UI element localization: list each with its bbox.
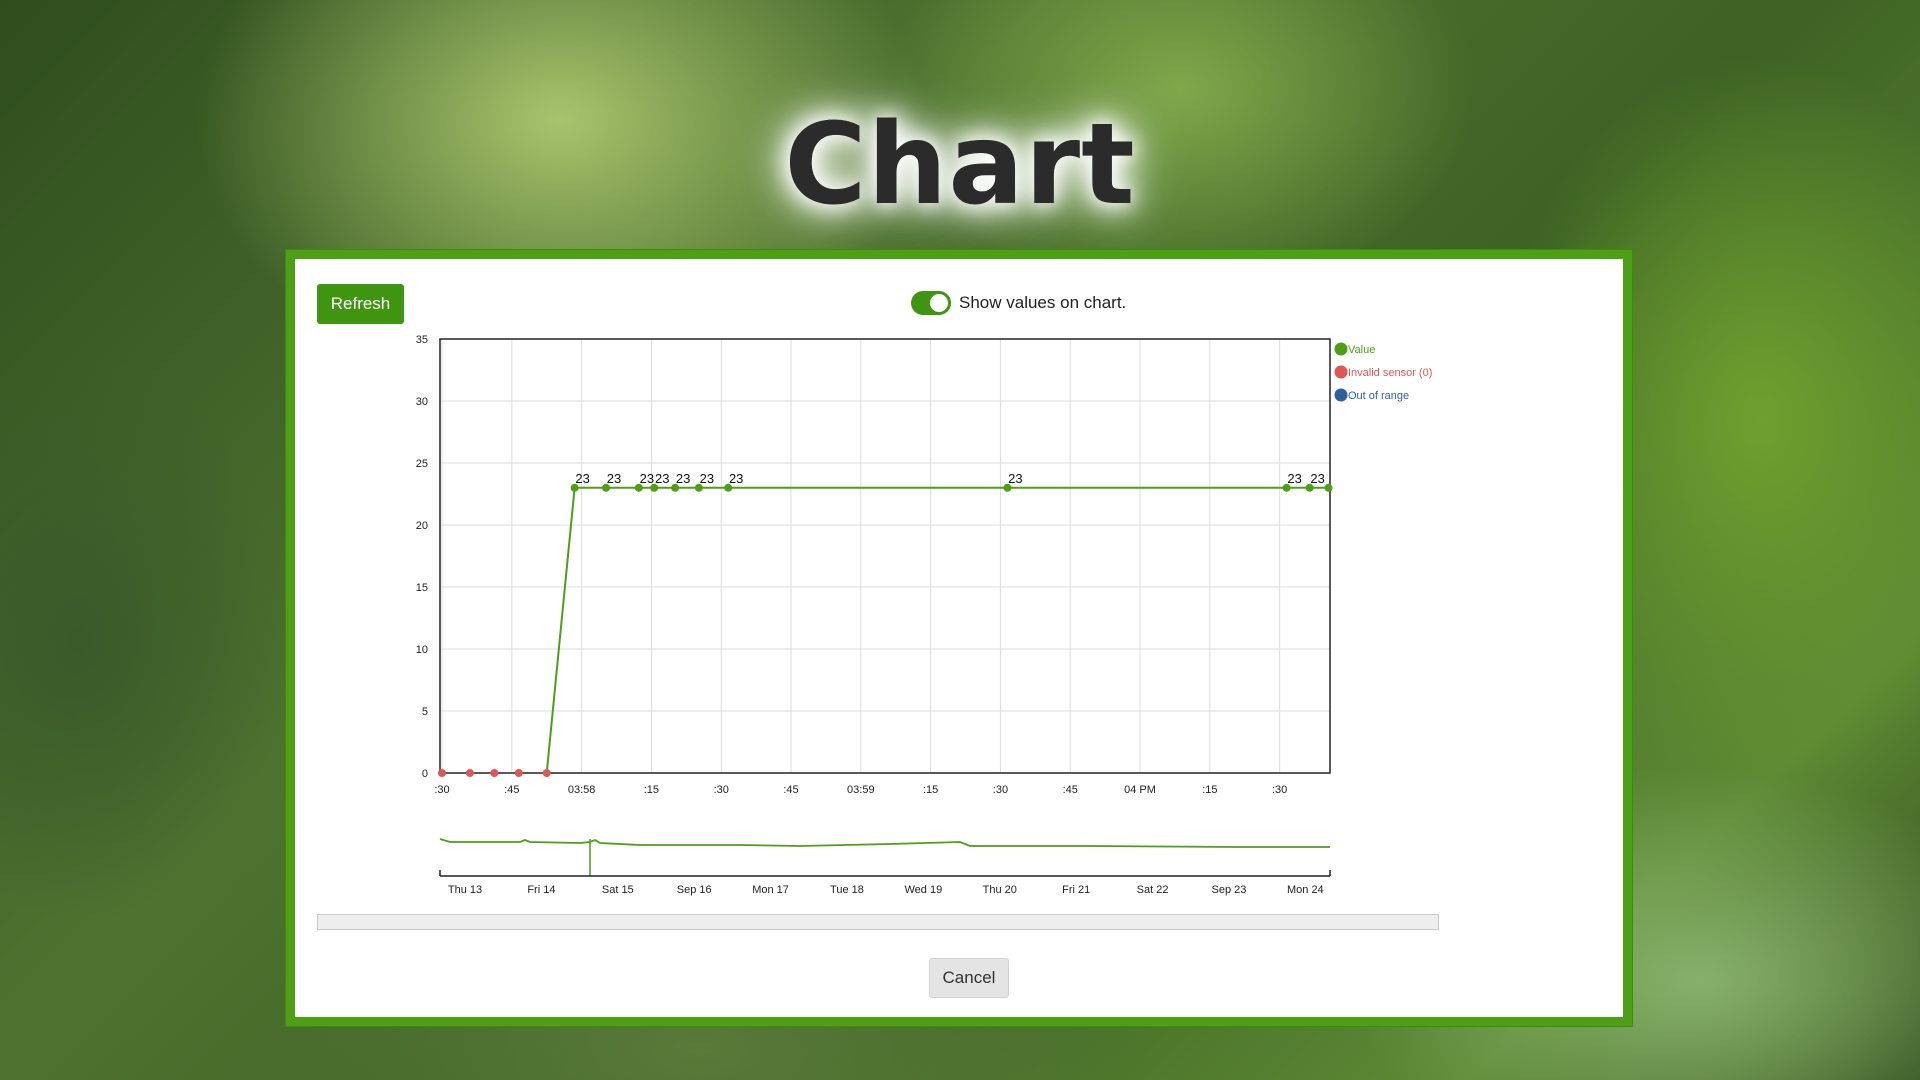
- show-values-toggle-wrap[interactable]: Show values on chart.: [911, 289, 1126, 317]
- legend-label: Invalid sensor (0): [1348, 367, 1432, 379]
- navigator-series-line: [439, 838, 1330, 848]
- invalid-sensor-point: [542, 769, 551, 777]
- value-point: [1305, 483, 1314, 492]
- navigator-tick-label: Thu 13: [448, 884, 482, 896]
- value-point: [1003, 483, 1012, 492]
- value-point: [1324, 483, 1333, 492]
- y-tick-label: 25: [416, 458, 428, 470]
- x-tick-label: 04 PM: [1124, 784, 1156, 796]
- invalid-sensor-point: [490, 769, 499, 777]
- navigator-tick-label: Sat 15: [602, 884, 634, 896]
- invalid-sensor-point: [465, 769, 474, 777]
- value-data-label: 23: [729, 471, 743, 486]
- navigator-tick-label: Sep 16: [677, 884, 712, 896]
- x-tick-label: :45: [783, 784, 798, 796]
- x-tick-label: :15: [1202, 784, 1217, 796]
- cancel-button[interactable]: Cancel: [929, 958, 1009, 998]
- legend-marker: [1334, 365, 1348, 379]
- value-data-label: 23: [1287, 471, 1301, 486]
- value-point: [634, 483, 643, 492]
- y-tick-label: 20: [416, 520, 428, 532]
- legend-label: Out of range: [1348, 390, 1409, 402]
- value-point: [1282, 483, 1291, 492]
- show-values-label: Show values on chart.: [959, 293, 1127, 312]
- value-data-label: 23: [1008, 471, 1022, 486]
- value-data-label: 23: [676, 471, 690, 486]
- chart-dialog: Refresh Show values on chart. 0 5 10 15 20 25…: [286, 250, 1632, 1026]
- x-tick-label: :45: [1063, 784, 1078, 796]
- refresh-button[interactable]: Refresh: [317, 284, 404, 324]
- x-tick-label: :15: [923, 784, 938, 796]
- legend-label: Value: [1348, 344, 1375, 356]
- x-tick-label: :30: [1272, 784, 1287, 796]
- value-point: [671, 483, 680, 492]
- value-data-label: 23: [700, 471, 714, 486]
- y-tick-label: 5: [422, 706, 428, 718]
- y-tick-label: 30: [416, 396, 428, 408]
- value-data-label: 23: [575, 471, 589, 486]
- legend-marker: [1334, 388, 1348, 402]
- navigator-tick-label: Thu 20: [983, 884, 1017, 896]
- navigator-tick-label: Sep 23: [1212, 884, 1247, 896]
- value-data-label: 23: [1310, 471, 1324, 486]
- value-data-label: 23: [607, 471, 621, 486]
- navigator-tick-label: Mon 24: [1287, 884, 1324, 896]
- invalid-sensor-point: [514, 769, 523, 777]
- navigator-tick-label: Tue 18: [830, 884, 864, 896]
- navigator-tick-label: Sat 22: [1137, 884, 1169, 896]
- show-values-toggle[interactable]: [911, 291, 951, 315]
- value-point: [724, 483, 733, 492]
- navigator-tick-label: Wed 19: [905, 884, 943, 896]
- navigator-tick-label: Fri 14: [527, 884, 555, 896]
- x-tick-label: :30: [714, 784, 729, 796]
- legend-marker: [1334, 342, 1348, 356]
- invalid-sensor-point: [438, 769, 446, 777]
- x-tick-label: :30: [434, 784, 449, 796]
- x-tick-label: :15: [644, 784, 659, 796]
- y-tick-label: 0: [422, 768, 428, 780]
- page-title: Chart: [784, 100, 1136, 230]
- value-data-label: 23: [640, 471, 654, 486]
- value-point: [602, 483, 611, 492]
- navigator-tick-label: Fri 21: [1062, 884, 1090, 896]
- value-data-label: 23: [655, 471, 669, 486]
- x-tick-label: :45: [504, 784, 519, 796]
- horizontal-scrollbar[interactable]: [317, 914, 1439, 930]
- y-tick-label: 10: [416, 644, 428, 656]
- x-tick-label: :30: [993, 784, 1008, 796]
- chart-area: 0 5 10 15 20 25 30 35 :30 :45 03:58 :15 :30 :45 03:59:…: [416, 334, 1433, 896]
- x-tick-label: 03:59: [847, 784, 875, 796]
- y-tick-label: 15: [416, 582, 428, 594]
- x-tick-label: 03:58: [568, 784, 596, 796]
- value-series-line: [545, 486, 1329, 774]
- plot-border: [439, 338, 1331, 774]
- y-tick-label: 35: [416, 334, 428, 346]
- navigator-tick-label: Mon 17: [752, 884, 789, 896]
- value-point: [694, 483, 703, 492]
- value-point: [570, 483, 579, 492]
- value-point: [650, 483, 659, 492]
- toggle-knob: [930, 294, 948, 312]
